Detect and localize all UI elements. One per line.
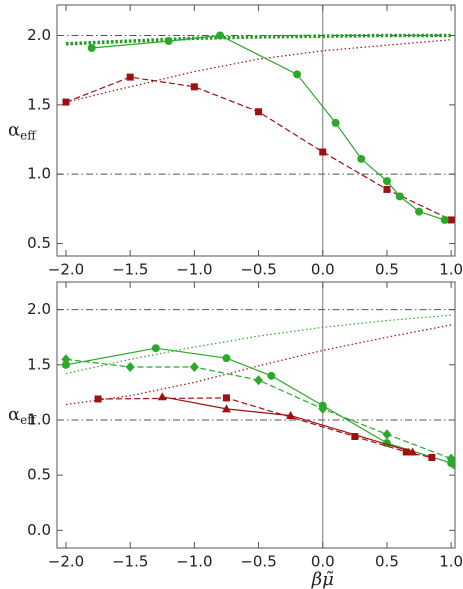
y-axis-label: αeff (8, 120, 37, 143)
plot-area (61, 314, 455, 470)
marker (395, 192, 404, 201)
marker (62, 98, 70, 106)
marker (125, 361, 135, 372)
y-tick-label: 2.0 (27, 300, 51, 318)
marker (318, 403, 328, 414)
marker (415, 207, 424, 216)
marker (402, 448, 410, 456)
y-tick-label: 0.5 (27, 234, 51, 252)
marker (382, 429, 392, 440)
x-axis-label: βμ̃ (311, 569, 334, 589)
y-tick-label: 2.0 (27, 26, 51, 44)
y-tick-label: 0.0 (27, 521, 51, 539)
x-tick-label: −1.0 (176, 261, 212, 279)
x-tick-label: 0.5 (375, 261, 399, 279)
series-line (65, 76, 452, 221)
marker (255, 108, 263, 116)
marker (451, 461, 455, 470)
marker (440, 215, 449, 224)
marker (331, 118, 340, 127)
marker (428, 453, 436, 461)
x-tick-label: 0.0 (311, 553, 335, 571)
marker (293, 70, 302, 79)
frame (56, 4, 456, 257)
x-tick-label: −2.0 (48, 261, 84, 279)
series-line (65, 39, 452, 103)
marker (446, 453, 455, 464)
marker (267, 371, 276, 380)
marker (61, 360, 70, 369)
x-tick-label: −0.5 (240, 261, 276, 279)
y-label-symbol: α (8, 120, 20, 141)
series-line (65, 314, 452, 375)
marker (164, 37, 173, 46)
marker (216, 31, 225, 40)
y-tick-label: 1.5 (27, 95, 51, 113)
series-line (65, 324, 452, 406)
series-line (65, 33, 452, 46)
y-tick-label: 1.0 (27, 165, 51, 183)
marker (382, 177, 391, 186)
y-tick-label: 0.5 (27, 466, 51, 484)
marker (222, 354, 231, 363)
marker (383, 185, 391, 193)
x-tick-label: −1.5 (112, 553, 148, 571)
series-line (65, 347, 455, 466)
marker (286, 411, 296, 420)
marker (254, 375, 264, 386)
frame (56, 281, 456, 549)
series-line (65, 358, 452, 460)
marker (126, 73, 134, 81)
y-label-subscript: eff (20, 413, 37, 427)
series-line (98, 397, 433, 459)
x-tick-label: −1.0 (176, 553, 212, 571)
marker (319, 148, 327, 156)
y-label-subscript: eff (20, 128, 37, 142)
marker (189, 361, 199, 372)
x-tick-label: 1.0 (439, 261, 463, 279)
marker (447, 216, 455, 224)
marker (61, 354, 71, 365)
x-tick-label: −0.5 (240, 553, 276, 571)
plot-area (62, 31, 455, 224)
marker (351, 433, 359, 441)
x-tick-label: −1.5 (112, 261, 148, 279)
marker (221, 404, 231, 413)
y-tick-label: 1.0 (27, 410, 51, 428)
series-line (162, 396, 413, 453)
x-tick-label: 0.5 (375, 553, 399, 571)
marker (190, 83, 198, 91)
y-tick-label: 1.5 (27, 355, 51, 373)
marker (222, 394, 230, 402)
marker (87, 43, 96, 52)
series-line (91, 34, 445, 221)
x-tick-label: 0.0 (311, 261, 335, 279)
marker (151, 344, 160, 353)
marker (157, 392, 167, 401)
marker (94, 395, 102, 403)
x-tick-label: 1.0 (439, 553, 463, 571)
x-tick-label: −2.0 (48, 553, 84, 571)
y-axis-label: αeff (8, 404, 37, 427)
marker (408, 447, 418, 456)
y-label-symbol: α (8, 404, 20, 425)
marker (357, 154, 366, 163)
